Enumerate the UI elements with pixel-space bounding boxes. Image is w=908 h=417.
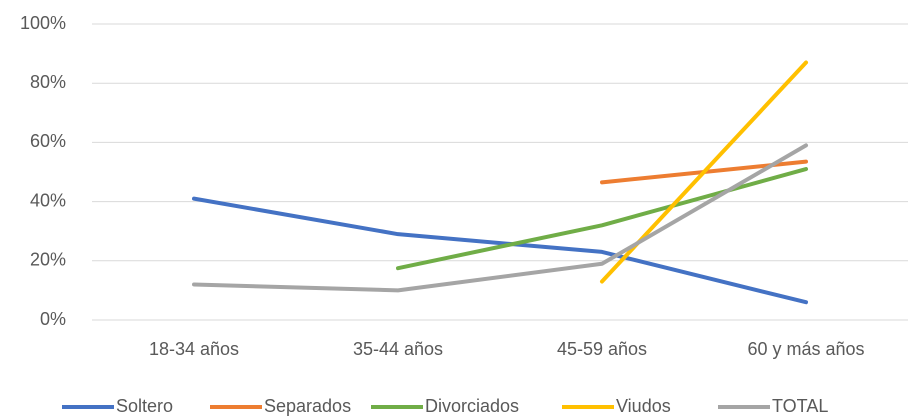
y-tick-label: 20% <box>30 250 66 270</box>
legend-label: Divorciados <box>425 396 519 416</box>
x-tick-label: 60 y más años <box>747 339 864 359</box>
y-tick-label: 0% <box>40 309 66 329</box>
legend-label: Viudos <box>616 396 671 416</box>
legend-label: TOTAL <box>772 396 828 416</box>
series-line <box>396 167 808 271</box>
y-tick-label: 40% <box>30 190 66 210</box>
series-line <box>600 60 808 284</box>
legend-label: Soltero <box>116 396 173 416</box>
series-line <box>192 143 808 293</box>
x-tick-label: 45-59 años <box>557 339 647 359</box>
y-tick-label: 80% <box>30 72 66 92</box>
y-tick-label: 100% <box>20 13 66 33</box>
series-line <box>192 196 808 305</box>
y-tick-label: 60% <box>30 131 66 151</box>
x-tick-label: 18-34 años <box>149 339 239 359</box>
x-tick-label: 35-44 años <box>353 339 443 359</box>
legend-label: Separados <box>264 396 351 416</box>
